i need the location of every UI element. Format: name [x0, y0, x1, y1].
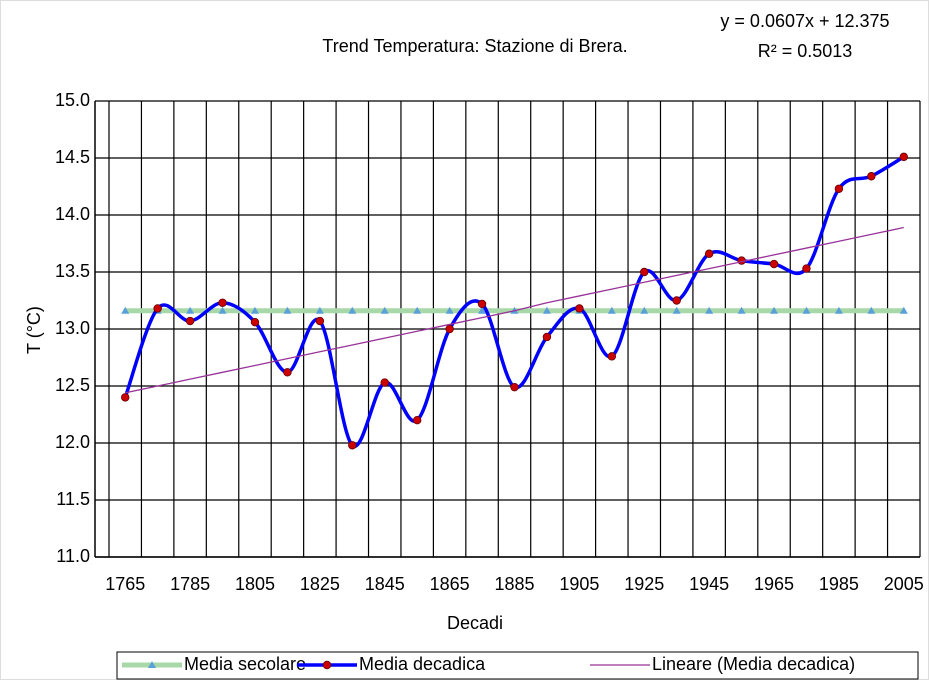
y-tick-label: 11.0 [56, 546, 90, 566]
marker [575, 304, 584, 313]
marker [640, 306, 649, 314]
marker [704, 249, 714, 258]
marker [445, 306, 454, 314]
marker [899, 152, 908, 162]
legend-marker [322, 660, 332, 670]
marker [121, 306, 130, 314]
y-axis-label: T (°C) [24, 306, 44, 354]
marker [802, 306, 811, 314]
x-tick-label: 1825 [300, 574, 340, 594]
marker [412, 416, 422, 425]
marker [250, 317, 260, 327]
marker [542, 332, 552, 342]
marker [542, 306, 551, 314]
marker [315, 306, 324, 314]
marker [737, 306, 746, 314]
marker [769, 259, 779, 269]
marker [315, 316, 325, 326]
y-tick-label: 14.0 [55, 204, 90, 224]
marker [186, 306, 195, 314]
marker [867, 172, 876, 181]
marker [218, 298, 227, 307]
x-tick-label: 1945 [689, 574, 729, 594]
x-tick-label: 1905 [559, 574, 599, 594]
marker [705, 306, 714, 314]
y-tick-label: 13.5 [55, 261, 90, 281]
x-tick-label: 1765 [105, 574, 145, 594]
y-tick-label: 12.0 [55, 432, 90, 452]
x-tick-label: 1805 [235, 574, 275, 594]
legend-marker [148, 661, 156, 668]
x-tick-label: 1965 [754, 574, 794, 594]
marker [672, 306, 681, 314]
marker [380, 306, 389, 314]
equation: y = 0.0607x + 12.375 [720, 11, 889, 31]
legend-box [116, 651, 919, 680]
y-tick-label: 13.0 [55, 318, 90, 338]
x-axis-label: Decadi [447, 613, 503, 633]
marker [348, 306, 357, 314]
x-tick-label: 1885 [494, 574, 534, 594]
marker [283, 306, 292, 314]
legend-label: Media secolare [184, 654, 306, 674]
marker [153, 304, 162, 313]
marker [607, 352, 617, 361]
marker [607, 306, 616, 314]
legend-label: Media decadica [359, 654, 486, 674]
marker [348, 441, 357, 450]
marker [218, 306, 227, 314]
x-tick-label: 1925 [624, 574, 664, 594]
marker [380, 378, 389, 387]
x-tick-label: 2005 [884, 574, 924, 594]
series-line [125, 226, 904, 394]
marker [640, 267, 649, 277]
marker [510, 382, 519, 392]
r-squared: R² = 0.5013 [758, 41, 853, 61]
y-tick-label: 12.5 [55, 375, 90, 395]
x-tick-label: 1865 [430, 574, 470, 594]
marker [445, 324, 454, 334]
marker [250, 306, 259, 314]
marker [283, 368, 292, 377]
y-tick-label: 14.5 [55, 147, 90, 167]
marker [802, 264, 811, 273]
y-tick-label: 15.0 [55, 90, 90, 110]
marker [477, 299, 487, 309]
legend-label: Lineare (Media decadica) [652, 654, 855, 674]
x-tick-label: 1985 [819, 574, 859, 594]
marker [834, 184, 844, 193]
marker [899, 306, 908, 314]
marker [834, 306, 843, 314]
chart-title: Trend Temperatura: Stazione di Brera. [322, 36, 627, 56]
marker [672, 296, 681, 305]
marker [185, 316, 195, 326]
x-tick-label: 1785 [170, 574, 210, 594]
marker [478, 306, 487, 314]
marker [770, 306, 779, 314]
marker [413, 306, 422, 314]
y-tick-label: 11.5 [56, 489, 90, 509]
x-tick-label: 1845 [365, 574, 405, 594]
marker [121, 393, 130, 402]
marker [867, 306, 876, 314]
